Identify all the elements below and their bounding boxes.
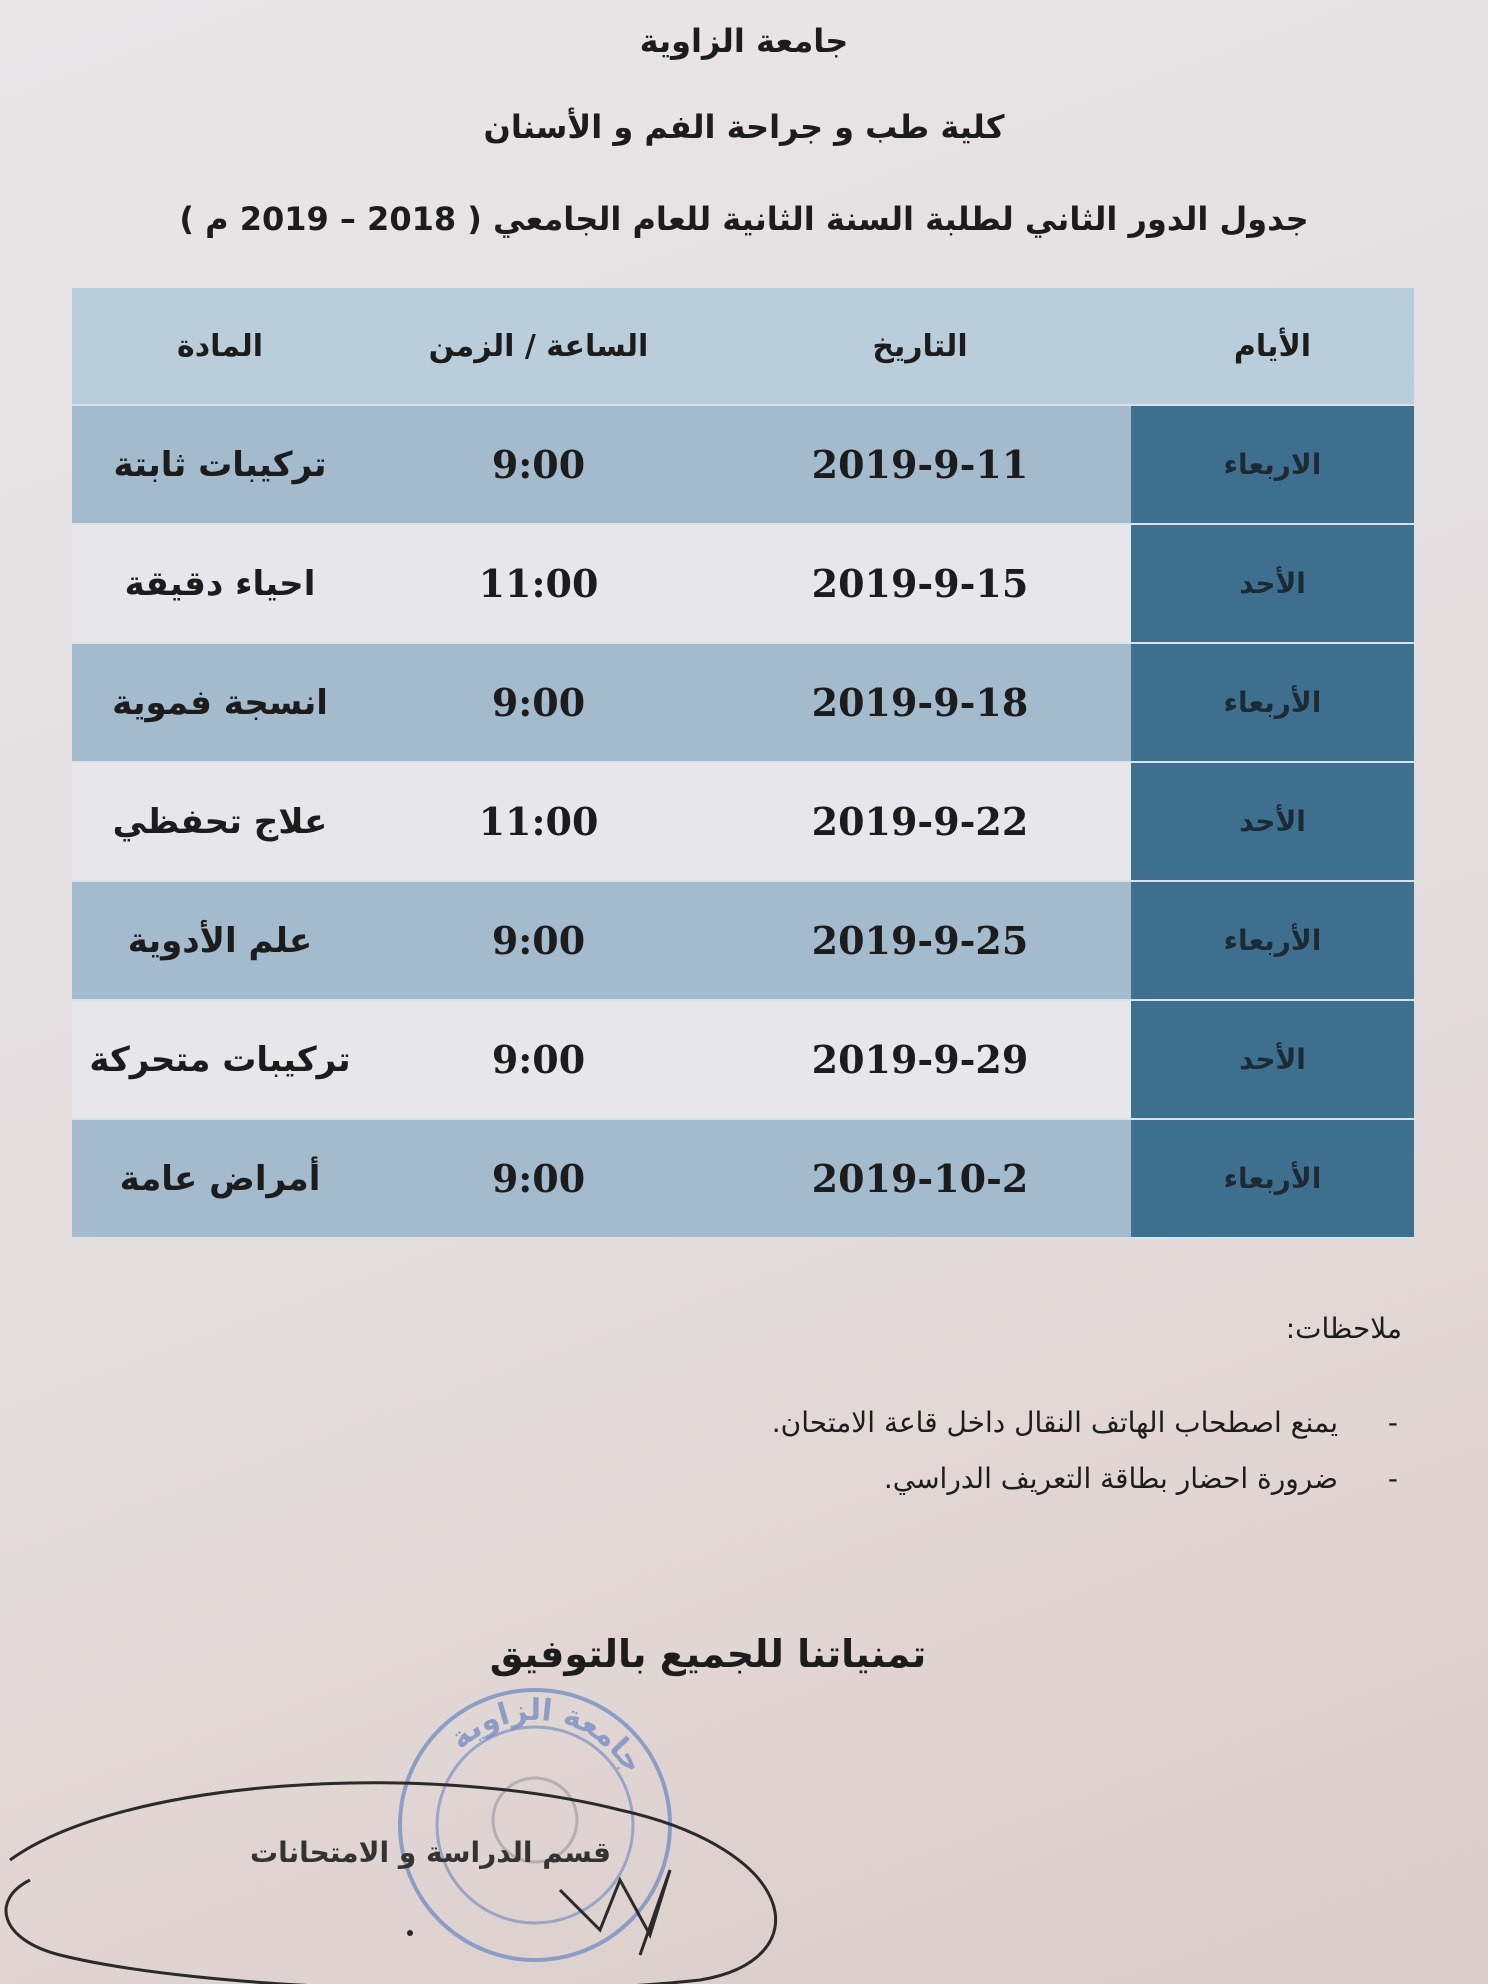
table-header-row: الأيام التاريخ الساعة / الزمن المادة bbox=[72, 288, 1414, 406]
subject-cell: تركيبات ثابتة bbox=[72, 405, 368, 525]
table-row: الأحد 2019-9-15 11:00 احياء دقيقة bbox=[72, 524, 1414, 644]
time-cell: 9:00 bbox=[368, 881, 709, 1001]
column-header-subject: المادة bbox=[72, 288, 368, 406]
time-cell: 9:00 bbox=[368, 1000, 709, 1120]
date-cell: 2019-9-29 bbox=[709, 1000, 1131, 1120]
exam-schedule-table: الأيام التاريخ الساعة / الزمن المادة الا… bbox=[72, 288, 1414, 1239]
table-row: الأحد 2019-9-29 9:00 تركيبات متحركة bbox=[72, 1000, 1414, 1120]
schedule-title: جدول الدور الثاني لطلبة السنة الثانية لل… bbox=[179, 200, 1309, 238]
column-header-time: الساعة / الزمن bbox=[368, 288, 709, 406]
university-name: جامعة الزاوية bbox=[639, 22, 849, 60]
day-cell: الأربعاء bbox=[1131, 643, 1414, 763]
day-cell: الأربعاء bbox=[1131, 1119, 1414, 1239]
bullet-dash: - bbox=[1387, 1462, 1398, 1495]
date-cell: 2019-9-15 bbox=[709, 524, 1131, 644]
time-cell: 9:00 bbox=[368, 1119, 709, 1239]
subject-cell: احياء دقيقة bbox=[72, 524, 368, 644]
day-cell: الأحد bbox=[1131, 1000, 1414, 1120]
note-text: يمنع اصطحاب الهاتف النقال داخل قاعة الام… bbox=[771, 1406, 1338, 1439]
day-cell: الأحد bbox=[1131, 762, 1414, 882]
date-cell: 2019-9-11 bbox=[709, 405, 1131, 525]
subject-cell: انسجة فموية bbox=[72, 643, 368, 763]
time-cell: 11:00 bbox=[368, 762, 709, 882]
table-row: الأربعاء 2019-9-25 9:00 علم الأدوية bbox=[72, 881, 1414, 1001]
notes-title: ملاحظات: bbox=[1285, 1312, 1402, 1345]
subject-cell: علاج تحفظي bbox=[72, 762, 368, 882]
date-cell: 2019-9-25 bbox=[709, 881, 1131, 1001]
table-row: الأربعاء 2019-9-18 9:00 انسجة فموية bbox=[72, 643, 1414, 763]
table-row: الاربعاء 2019-9-11 9:00 تركيبات ثابتة bbox=[72, 405, 1414, 525]
subject-cell: أمراض عامة bbox=[72, 1119, 368, 1239]
date-cell: 2019-9-18 bbox=[709, 643, 1131, 763]
time-cell: 9:00 bbox=[368, 643, 709, 763]
column-header-date: التاريخ bbox=[709, 288, 1131, 406]
university-stamp: جامعة الزاوية bbox=[398, 1688, 672, 1962]
subject-cell: علم الأدوية bbox=[72, 881, 368, 1001]
note-text: ضرورة احضار بطاقة التعريف الدراسي. bbox=[883, 1462, 1338, 1495]
subject-cell: تركيبات متحركة bbox=[72, 1000, 368, 1120]
bullet-dash: - bbox=[1387, 1406, 1398, 1439]
note-item: - يمنع اصطحاب الهاتف النقال داخل قاعة الا… bbox=[771, 1406, 1398, 1439]
faculty-name: كلية طب و جراحة الفم و الأسنان bbox=[483, 108, 1005, 146]
time-cell: 9:00 bbox=[368, 405, 709, 525]
department-signature-label: قسم الدراسة و الامتحانات bbox=[250, 1836, 612, 1869]
day-cell: الأربعاء bbox=[1131, 881, 1414, 1001]
time-cell: 11:00 bbox=[368, 524, 709, 644]
closing-wishes: تمنياتنا للجميع بالتوفيق bbox=[489, 1632, 927, 1676]
table-row: الأحد 2019-9-22 11:00 علاج تحفظي bbox=[72, 762, 1414, 882]
date-cell: 2019-10-2 bbox=[709, 1119, 1131, 1239]
note-item: - ضرورة احضار بطاقة التعريف الدراسي. bbox=[883, 1462, 1398, 1495]
column-header-days: الأيام bbox=[1131, 288, 1414, 406]
handwritten-signature bbox=[4, 1781, 778, 1984]
table-row: الأربعاء 2019-10-2 9:00 أمراض عامة bbox=[72, 1119, 1414, 1239]
day-cell: الاربعاء bbox=[1131, 405, 1414, 525]
date-cell: 2019-9-22 bbox=[709, 762, 1131, 882]
day-cell: الأحد bbox=[1131, 524, 1414, 644]
